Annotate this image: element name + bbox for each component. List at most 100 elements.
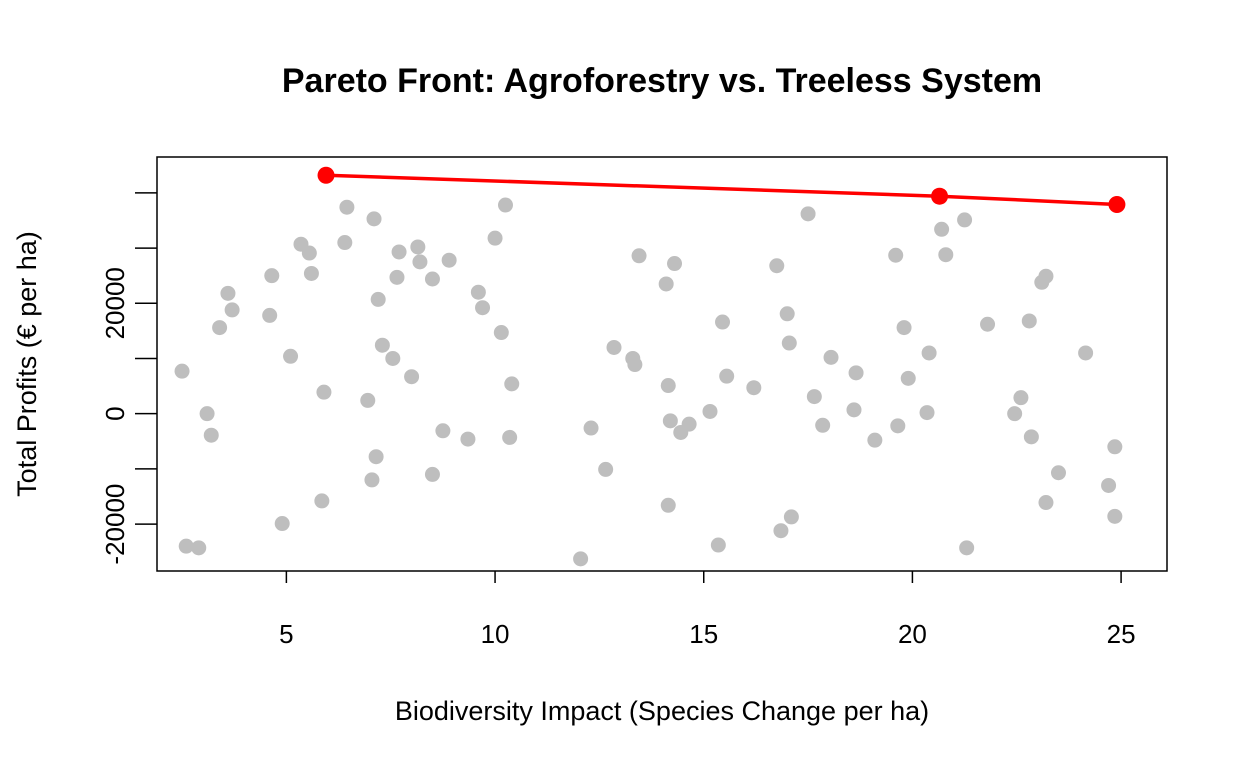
scatter-point [385, 350, 401, 366]
scatter-point [424, 271, 440, 287]
scatter-point [174, 363, 190, 379]
scatter-point [424, 466, 440, 482]
scatter-point [848, 365, 864, 381]
scatter-point [934, 221, 950, 237]
scatter-point [264, 268, 280, 284]
scatter-point [846, 402, 862, 418]
scatter-point [460, 431, 476, 447]
scatter-point [957, 212, 973, 228]
scatter-point [368, 449, 384, 465]
scatter-point [919, 405, 935, 421]
scatter-point [658, 276, 674, 292]
scatter-point [1021, 313, 1037, 329]
scatter-point [274, 516, 290, 532]
scatter-point [921, 345, 937, 361]
scatter-point [412, 254, 428, 270]
scatter-point [773, 523, 789, 539]
scatter-point [303, 265, 319, 281]
scatter-point [1013, 390, 1029, 406]
scatter-point [337, 235, 353, 251]
scatter-point [583, 420, 599, 436]
scatter-point [199, 406, 215, 422]
scatter-point [980, 316, 996, 332]
x-tick-label: 20 [898, 619, 927, 649]
chart-title: Pareto Front: Agroforestry vs. Treeless … [282, 62, 1042, 100]
x-tick-label: 5 [279, 619, 293, 649]
scatter-point [314, 493, 330, 509]
scatter-point [702, 403, 718, 419]
scatter-point [896, 320, 912, 336]
scatter-point [374, 337, 390, 353]
scatter-point [370, 291, 386, 307]
scatter-point [667, 256, 683, 272]
scatter-point [339, 199, 355, 215]
scatter-point [888, 247, 904, 263]
scatter-point [1078, 345, 1094, 361]
y-tick-label: 20000 [100, 267, 130, 339]
scatter-point [493, 325, 509, 341]
scatter-point [475, 300, 491, 316]
scatter-point [283, 348, 299, 364]
y-axis-label: Total Profits (€ per ha) [12, 231, 42, 497]
scatter-point [316, 384, 332, 400]
scatter-point [502, 429, 518, 445]
scatter-point [364, 472, 380, 488]
x-axis-label: Biodiversity Impact (Species Change per … [395, 696, 929, 726]
plot-area [156, 156, 1168, 572]
scatter-point [262, 307, 278, 323]
scatter-point [660, 497, 676, 513]
scatter-point [360, 392, 376, 408]
scatter-point [606, 339, 622, 355]
pareto-point [317, 166, 335, 184]
scatter-point [867, 432, 883, 448]
scatter-points [174, 197, 1123, 567]
scatter-point [391, 244, 407, 260]
scatter-point [779, 306, 795, 322]
scatter-point [301, 245, 317, 261]
scatter-point [366, 211, 382, 227]
x-tick-label: 10 [481, 619, 510, 649]
scatter-point [1101, 477, 1117, 493]
x-tick-label: 25 [1107, 619, 1136, 649]
pareto-point [931, 187, 949, 205]
scatter-point [389, 269, 405, 285]
x-tick-label: 15 [689, 619, 718, 649]
scatter-point [1050, 465, 1066, 481]
scatter-point [598, 461, 614, 477]
scatter-point [410, 239, 426, 255]
scatter-point [719, 368, 735, 384]
scatter-point [800, 206, 816, 222]
scatter-point [1038, 268, 1054, 284]
scatter-point [1007, 406, 1023, 422]
scatter-point [681, 416, 697, 432]
scatter-point [710, 537, 726, 553]
scatter-point [178, 538, 194, 554]
scatter-point [783, 509, 799, 525]
y-tick-label: 0 [100, 406, 130, 420]
scatter-point [890, 418, 906, 434]
scatter-point [1023, 429, 1039, 445]
x-axis: 5 10 15 20 25 [279, 571, 1136, 649]
y-axis: -20000 0 20000 [100, 192, 157, 565]
scatter-point [781, 335, 797, 351]
scatter-point [573, 551, 589, 567]
scatter-point [959, 540, 975, 556]
scatter-point [441, 252, 457, 268]
scatter-point [660, 378, 676, 394]
pareto-point [1108, 195, 1126, 213]
scatter-point [806, 389, 822, 405]
scatter-point [191, 540, 207, 556]
scatter-point [769, 258, 785, 274]
scatter-point [1107, 439, 1123, 455]
scatter-point [715, 314, 731, 330]
scatter-point [662, 413, 678, 429]
scatter-point [815, 417, 831, 433]
scatter-point [504, 376, 520, 392]
scatter-point [746, 380, 762, 396]
scatter-point [631, 248, 647, 264]
y-tick-label: -20000 [100, 484, 130, 565]
scatter-point [938, 247, 954, 263]
scatter-point [220, 285, 236, 301]
scatter-point [1107, 508, 1123, 524]
